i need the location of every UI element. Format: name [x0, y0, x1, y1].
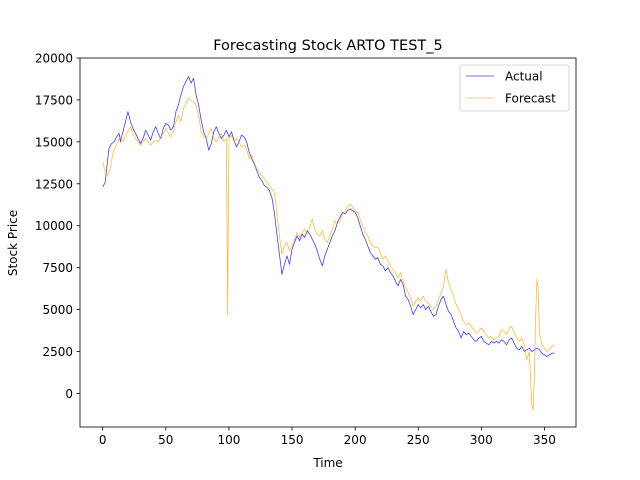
y-tick-label: 20000	[35, 52, 73, 66]
y-tick-label: 10000	[35, 219, 73, 233]
y-tick-label: 7500	[42, 261, 73, 275]
y-tick-label: 15000	[35, 135, 73, 149]
y-tick-label: 17500	[35, 93, 73, 107]
chart-title: Forecasting Stock ARTO TEST_5	[213, 38, 443, 54]
legend-label-actual: Actual	[505, 70, 543, 84]
y-tick-label: 0	[65, 387, 73, 401]
axes-frame	[79, 57, 577, 428]
x-tick-label: 100	[217, 433, 240, 447]
series-line-forecast	[102, 97, 555, 411]
x-tick-label: 200	[344, 433, 367, 447]
legend-label-forecast: Forecast	[505, 92, 556, 106]
x-tick-label: 350	[533, 433, 556, 447]
x-tick-label: 150	[281, 433, 304, 447]
x-tick-label: 50	[158, 433, 173, 447]
legend: Actual Forecast	[459, 64, 570, 112]
x-tick-label: 250	[407, 433, 430, 447]
series-line-actual	[102, 76, 555, 357]
x-axis-label: Time	[312, 456, 342, 470]
axes: 0 50 100 150 200 250 300 350 0 2500 5000 7500 10000 1…	[35, 52, 577, 447]
x-tick-label: 300	[470, 433, 493, 447]
y-axis-label: Stock Price	[6, 210, 20, 276]
y-tick-label: 12500	[35, 177, 73, 191]
y-tick-label: 5000	[42, 303, 73, 317]
legend-box	[459, 64, 570, 112]
x-tick-label: 0	[99, 433, 107, 447]
y-tick-label: 2500	[42, 345, 73, 359]
plot-area	[102, 76, 555, 411]
